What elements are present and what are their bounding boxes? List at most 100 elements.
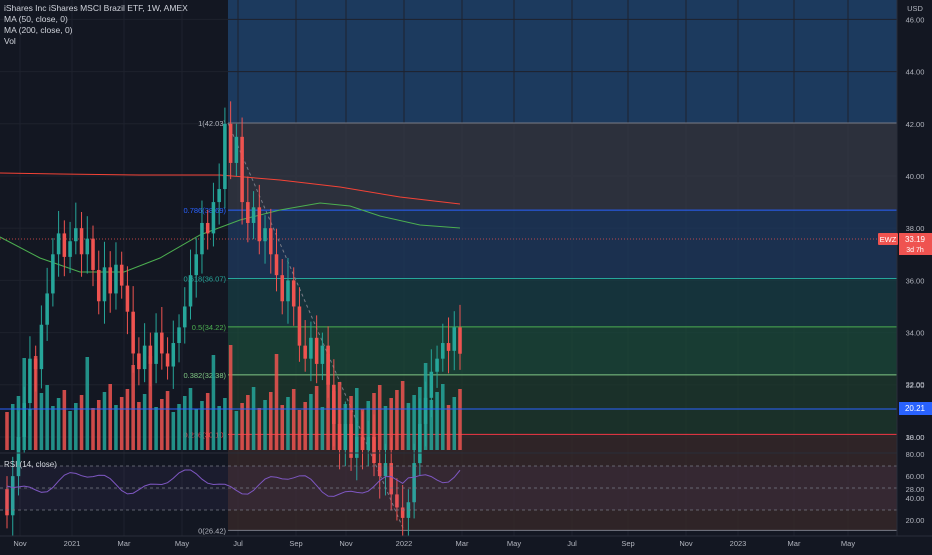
candle[interactable]	[39, 305, 44, 389]
volume-bar[interactable]	[171, 412, 176, 450]
volume-bar[interactable]	[51, 406, 55, 450]
candle[interactable]	[177, 314, 181, 363]
volume-bar[interactable]	[343, 404, 348, 450]
candle[interactable]	[108, 251, 112, 313]
candle[interactable]	[377, 450, 382, 499]
volume-bar[interactable]	[10, 404, 15, 450]
candle[interactable]	[28, 336, 32, 417]
volume-bar[interactable]	[28, 409, 32, 450]
volume-bar[interactable]	[332, 391, 336, 450]
volume-bar[interactable]	[68, 411, 72, 450]
candle[interactable]	[446, 317, 451, 374]
legend-ma50[interactable]: MA (50, close, 0)	[4, 14, 68, 24]
candle[interactable]	[211, 182, 216, 247]
time-axis[interactable]: Nov 2021 Mar May Jul Sep Nov 2022 Mar May Jul Sep No…	[0, 535, 932, 550]
candle[interactable]	[441, 323, 445, 372]
candle[interactable]	[452, 311, 457, 371]
volume-bar[interactable]	[160, 399, 164, 450]
volume-bar[interactable]	[326, 354, 330, 450]
candle[interactable]	[246, 176, 250, 243]
candle[interactable]	[188, 249, 193, 320]
candle[interactable]	[125, 266, 130, 335]
rsi-label[interactable]: RSI (14, close)	[4, 460, 57, 469]
candle[interactable]	[200, 200, 204, 274]
candle[interactable]	[79, 212, 84, 277]
volume-bar[interactable]	[441, 384, 445, 450]
candle[interactable]	[102, 241, 107, 324]
volume-bar[interactable]	[114, 405, 118, 450]
volume-bar[interactable]	[314, 386, 319, 450]
candle[interactable]	[160, 307, 164, 370]
volume-ma-tag[interactable]: 20.21	[899, 402, 932, 415]
candle[interactable]	[314, 315, 319, 384]
volume-bar[interactable]	[400, 381, 405, 450]
volume-bar[interactable]	[360, 409, 365, 450]
volume-bar[interactable]	[62, 390, 67, 450]
volume-bar[interactable]	[177, 404, 181, 450]
candle[interactable]	[85, 216, 90, 274]
candle[interactable]	[10, 456, 15, 538]
candle[interactable]	[182, 287, 187, 344]
candle[interactable]	[400, 485, 405, 541]
volume-bar[interactable]	[39, 393, 44, 450]
legend-title[interactable]: iShares Inc iShares MSCI Brazil ETF, 1W,…	[4, 3, 188, 13]
volume-bar[interactable]	[274, 354, 279, 450]
candle[interactable]	[223, 107, 227, 209]
candle[interactable]	[257, 184, 262, 255]
candle[interactable]	[297, 287, 302, 362]
volume-bar[interactable]	[119, 397, 124, 450]
candle[interactable]	[458, 304, 462, 370]
candle[interactable]	[383, 443, 388, 496]
volume-bar[interactable]	[337, 382, 342, 450]
volume-bar[interactable]	[79, 395, 84, 450]
volume-bar[interactable]	[142, 394, 147, 450]
volume-bar[interactable]	[349, 396, 353, 450]
candle[interactable]	[228, 101, 233, 180]
volume-bar[interactable]	[291, 389, 296, 450]
volume-bar[interactable]	[85, 357, 90, 450]
candle[interactable]	[309, 321, 313, 382]
volume-bar[interactable]	[355, 388, 359, 450]
candle[interactable]	[263, 215, 267, 264]
volume-bar[interactable]	[96, 400, 101, 450]
volume-bar[interactable]	[297, 410, 302, 450]
candle[interactable]	[240, 117, 244, 225]
candle[interactable]	[217, 163, 221, 225]
volume-bar[interactable]	[102, 392, 107, 450]
ma50-line[interactable]	[0, 202, 461, 273]
volume-bar[interactable]	[33, 356, 38, 450]
candle[interactable]	[251, 191, 256, 240]
candle[interactable]	[171, 320, 176, 389]
volume-bar[interactable]	[389, 398, 393, 450]
volume-bar[interactable]	[418, 387, 422, 450]
volume-bar[interactable]	[320, 407, 325, 450]
candle[interactable]	[274, 228, 279, 292]
candle[interactable]	[154, 313, 158, 384]
candle[interactable]	[280, 258, 285, 315]
candle[interactable]	[194, 238, 199, 298]
volume-bar[interactable]	[257, 408, 262, 450]
volume-bar[interactable]	[148, 356, 153, 450]
volume-bar[interactable]	[228, 345, 233, 450]
legend-ma200[interactable]: MA (200, close, 0)	[4, 25, 73, 35]
price-axis[interactable]: USD50.0048.0046.0044.0042.0040.0038.0036…	[896, 0, 932, 546]
volume-bar[interactable]	[74, 403, 78, 450]
volume-bar[interactable]	[217, 406, 221, 450]
candle[interactable]	[96, 250, 101, 315]
volume-bar[interactable]	[165, 391, 170, 450]
volume-bar[interactable]	[205, 393, 210, 450]
volume-bar[interactable]	[309, 394, 313, 450]
last-price-tag[interactable]: 33.19 3d 7h	[899, 233, 932, 255]
candle[interactable]	[205, 209, 210, 250]
candle[interactable]	[320, 332, 325, 381]
volume-bar[interactable]	[223, 398, 227, 450]
volume-bar[interactable]	[125, 389, 130, 450]
ma200-line[interactable]	[0, 172, 461, 205]
rsi-line[interactable]	[6, 469, 461, 497]
volume-bar[interactable]	[108, 384, 112, 450]
candle[interactable]	[51, 238, 55, 307]
volume-bar[interactable]	[452, 397, 457, 450]
candle[interactable]	[234, 123, 239, 176]
volume-bar[interactable]	[56, 398, 61, 450]
